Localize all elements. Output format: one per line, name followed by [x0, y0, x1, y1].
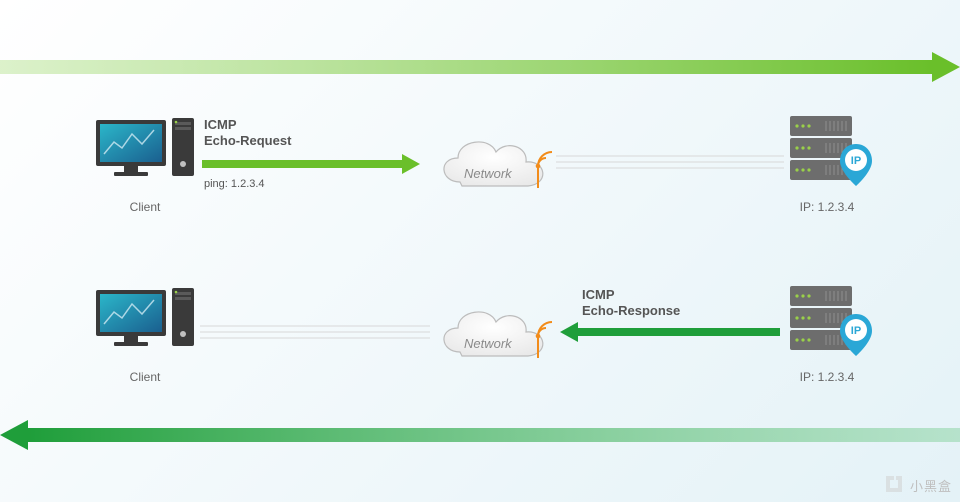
response-small-arrow — [560, 320, 780, 344]
network-label-request: Network — [464, 166, 512, 181]
client-computer-request — [96, 118, 196, 193]
watermark-icon — [882, 474, 904, 496]
client-caption-response: Client — [110, 370, 180, 384]
request-small-arrow — [202, 152, 420, 176]
svg-text:IP: IP — [851, 155, 861, 167]
computer-icon — [96, 118, 196, 188]
server-ip-caption-response: IP: 1.2.3.4 — [792, 370, 862, 384]
request-title-line2: Echo-Request — [204, 133, 291, 148]
diagram-canvas: Client ICMP Echo-Request ping: 1.2.3.4 N… — [0, 0, 960, 502]
server-request: IP — [784, 116, 876, 199]
server-ip-caption-request: IP: 1.2.3.4 — [792, 200, 862, 214]
connection-lines-request — [556, 152, 784, 172]
response-direction-arrow — [0, 416, 960, 456]
server-response: IP — [784, 286, 876, 369]
request-direction-arrow — [0, 48, 960, 88]
watermark-text: 小黑盒 — [910, 476, 952, 495]
svg-text:IP: IP — [851, 325, 861, 337]
client-computer-response — [96, 288, 196, 363]
ping-command-text: ping: 1.2.3.4 — [204, 178, 265, 190]
network-label-response: Network — [464, 336, 512, 351]
connection-lines-response — [200, 322, 430, 342]
network-cloud-request: Network — [430, 130, 560, 213]
response-title-line2: Echo-Response — [582, 303, 680, 318]
response-title-line1: ICMP — [582, 287, 615, 302]
client-caption-request: Client — [110, 200, 180, 214]
computer-icon — [96, 288, 196, 358]
request-title-line1: ICMP — [204, 117, 237, 132]
network-cloud-response: Network — [430, 300, 560, 383]
server-icon: IP — [784, 286, 876, 364]
server-icon: IP — [784, 116, 876, 194]
watermark: 小黑盒 — [882, 474, 952, 496]
